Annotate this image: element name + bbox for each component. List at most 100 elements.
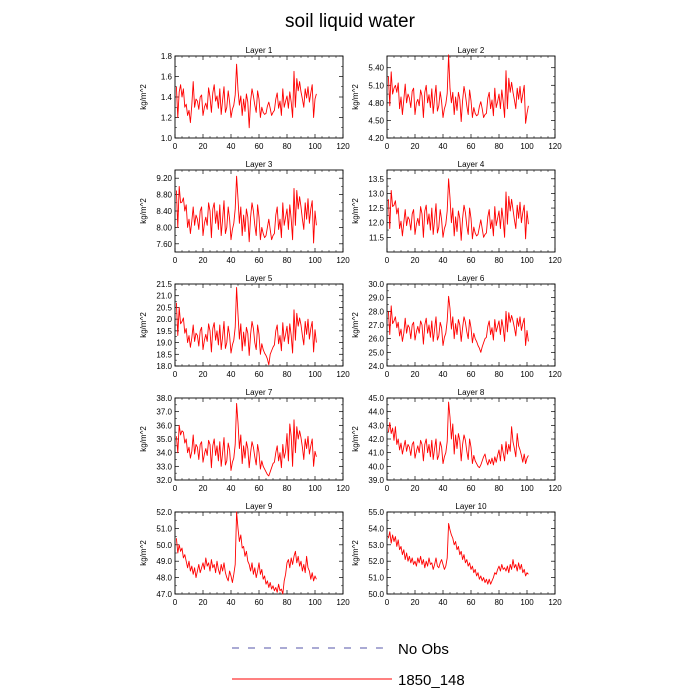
y-tick-label: 29.0 [368,294,384,303]
x-tick-label: 120 [548,598,562,607]
x-tick-label: 0 [385,370,390,379]
panel-title: Layer 5 [246,274,273,283]
y-tick-label: 11.5 [369,233,385,242]
x-tick-label: 100 [308,256,322,265]
x-tick-label: 80 [283,484,292,493]
y-tick-label: 34.0 [156,449,172,458]
series-line [175,511,317,595]
y-axis-label: kg/m^2 [139,312,148,338]
y-tick-label: 35.0 [156,435,172,444]
x-tick-label: 120 [548,142,562,151]
x-tick-label: 0 [385,256,390,265]
x-tick-label: 60 [467,598,476,607]
y-tick-label: 21.0 [156,292,172,301]
y-tick-label: 13.5 [368,175,384,184]
x-tick-label: 120 [336,256,350,265]
x-tick-label: 80 [495,142,504,151]
y-axis-label: kg/m^2 [351,540,360,566]
panel-title: Layer 10 [455,502,487,511]
legend-label: 1850_148 [398,672,465,689]
series-line [387,523,529,585]
y-tick-label: 45.0 [368,394,384,403]
y-tick-label: 8.80 [156,191,172,200]
y-tick-label: 18.0 [156,362,172,371]
x-tick-label: 60 [255,598,264,607]
x-tick-label: 120 [548,256,562,265]
x-tick-label: 40 [439,484,448,493]
x-tick-label: 80 [283,370,292,379]
y-tick-label: 50.0 [156,541,172,550]
series-line [175,403,317,477]
y-tick-label: 42.0 [368,435,384,444]
x-tick-label: 20 [199,142,208,151]
x-tick-label: 100 [308,142,322,151]
panel-title: Layer 8 [458,388,485,397]
x-tick-label: 120 [548,370,562,379]
series-line [387,295,529,353]
y-tick-label: 40.0 [368,462,384,471]
series-line [175,287,317,366]
x-tick-label: 0 [173,484,178,493]
panel-title: Layer 6 [458,274,485,283]
x-tick-label: 80 [283,142,292,151]
x-tick-label: 20 [411,598,420,607]
panel-layer-10: Layer 10 0 20 40 60 80 100 120 50.0 51.0 52.0 53.0 5… [351,502,562,607]
panel-layer-1: Layer 1 0 20 40 60 80 100 120 1.0 1.2 1.4 1.6 1.8 kg/… [139,46,350,151]
legend: No Obs 1850_148 [232,641,465,689]
x-tick-label: 20 [199,370,208,379]
x-tick-label: 80 [283,598,292,607]
y-tick-label: 21.5 [156,280,172,289]
y-tick-label: 8.40 [156,207,172,216]
x-tick-label: 100 [308,370,322,379]
panel-layer-4: Layer 4 0 20 40 60 80 100 120 11.5 12.0 12.5 13.0 13… [351,160,562,265]
panel-title: Layer 9 [246,502,273,511]
y-tick-label: 48.0 [156,574,172,583]
y-tick-label: 19.0 [156,339,172,348]
y-tick-label: 51.0 [368,574,384,583]
x-tick-label: 0 [385,142,390,151]
x-tick-label: 40 [227,484,236,493]
x-tick-label: 60 [467,142,476,151]
x-tick-label: 0 [173,142,178,151]
legend-label: No Obs [398,641,449,658]
x-tick-label: 60 [467,370,476,379]
y-axis-label: kg/m^2 [139,426,148,452]
x-tick-label: 80 [283,256,292,265]
y-axis-label: kg/m^2 [139,84,148,110]
panel-layer-8: Layer 8 0 20 40 60 80 100 120 39.0 40.0 41.0 42.0 43… [351,388,562,493]
x-tick-label: 20 [411,142,420,151]
y-axis-label: kg/m^2 [351,426,360,452]
y-tick-label: 1.2 [161,114,173,123]
y-tick-label: 12.0 [368,219,384,228]
y-tick-label: 50.0 [368,590,384,599]
x-tick-label: 120 [336,598,350,607]
y-tick-label: 20.0 [156,315,172,324]
y-tick-label: 44.0 [368,408,384,417]
y-tick-label: 52.0 [156,508,172,517]
y-tick-label: 7.60 [156,240,172,249]
y-tick-label: 41.0 [368,449,384,458]
series-line [387,401,529,469]
panel-layer-3: Layer 3 0 20 40 60 80 100 120 7.60 8.00 8.40 8.80 9.… [139,160,350,265]
y-tick-label: 24.0 [368,362,384,371]
y-axis-label: kg/m^2 [351,84,360,110]
y-tick-label: 33.0 [156,462,172,471]
x-tick-label: 80 [495,370,504,379]
plot-frame [174,397,344,481]
x-tick-label: 120 [336,142,350,151]
plot-frame [174,511,344,595]
y-tick-label: 37.0 [156,408,172,417]
plot-frame [386,397,556,481]
plot-frame [386,55,556,139]
y-tick-label: 28.0 [368,307,384,316]
plot-frame [386,511,556,595]
y-tick-label: 4.20 [368,134,384,143]
panel-title: Layer 4 [458,160,485,169]
x-tick-label: 20 [199,484,208,493]
y-tick-label: 4.50 [368,116,384,125]
y-tick-label: 39.0 [368,476,384,485]
y-tick-label: 54.0 [368,524,384,533]
y-tick-label: 43.0 [368,421,384,430]
x-tick-label: 0 [173,256,178,265]
